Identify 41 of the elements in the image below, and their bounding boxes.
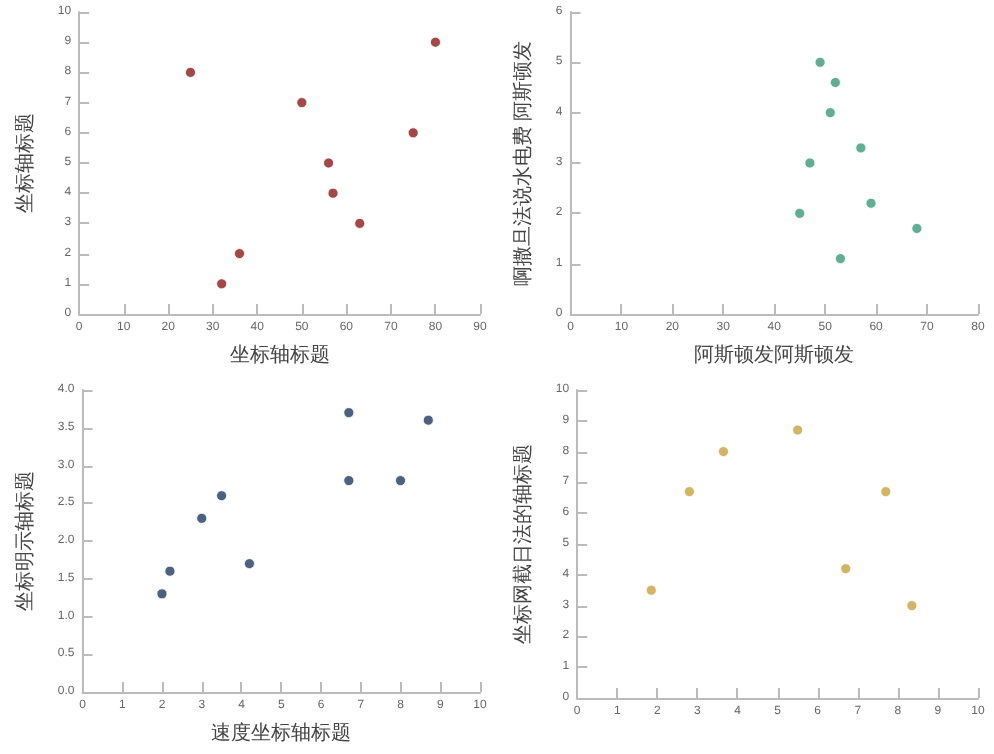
point [407,127,419,139]
x-axis-title: 坐标轴标题 [229,343,330,367]
point [429,36,441,48]
point [683,486,695,498]
point [794,207,806,219]
point [327,187,339,199]
point [216,278,228,290]
point [834,253,846,265]
point [216,490,228,502]
point [855,142,867,154]
point [906,600,918,612]
point [343,475,355,487]
point [880,486,892,498]
point [395,475,406,487]
point [717,446,729,458]
point [911,222,923,234]
x-axis-title: 速度坐标轴标题 [211,721,352,745]
point [196,512,208,524]
point [829,76,841,88]
point [865,197,877,209]
point [645,584,657,596]
point [185,66,196,78]
y-axis-title: 坐标网截日法的轴标题 [511,444,535,644]
point [156,588,168,600]
point [804,157,816,169]
point [792,424,804,436]
point [164,565,176,577]
x-axis-title: 阿斯顿发阿斯顿发 [694,343,855,367]
point [343,407,355,419]
y-axis-title: 坐标轴标题 [13,113,37,213]
y-axis-title: 啊撒旦法说水电费 阿斯顿发 [511,40,535,286]
y-axis-title: 坐标明示轴标题 [13,471,37,611]
point [296,97,308,109]
point [422,414,434,426]
point [234,248,245,260]
point [840,563,852,575]
point [323,157,335,169]
point [243,558,255,570]
point [824,107,836,119]
point [354,217,366,229]
point [814,56,826,68]
